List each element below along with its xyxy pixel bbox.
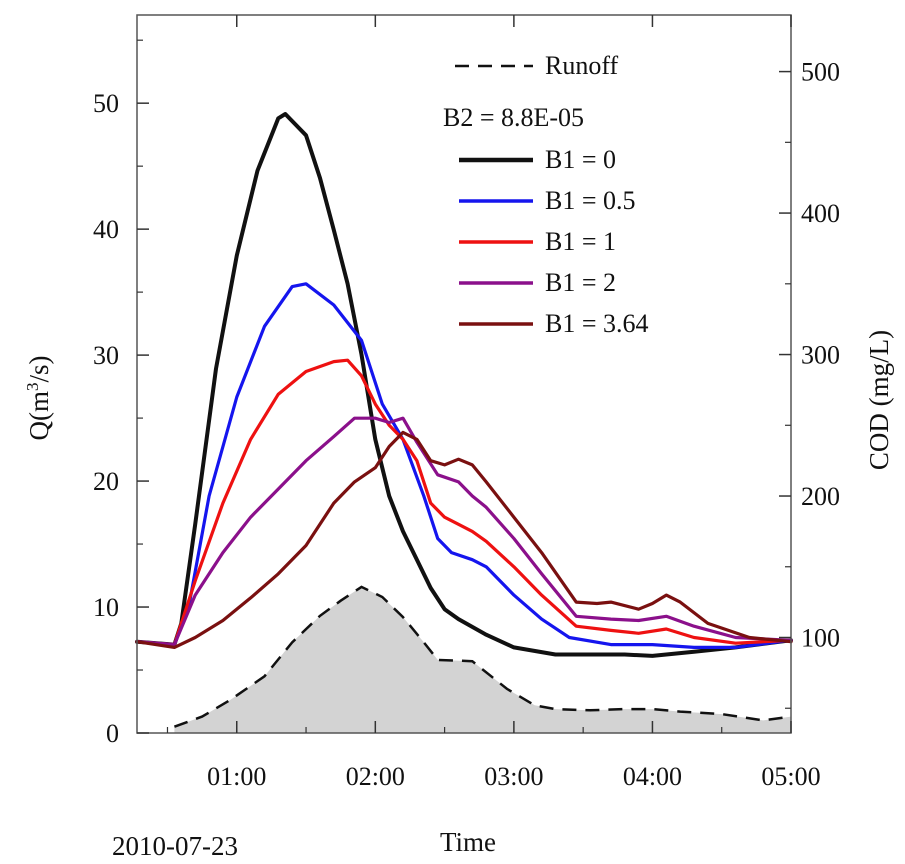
legend: Runoff B2 = 8.8E-05 B1 = 0 B1 = 0.5 B1 = 1 B1… xyxy=(443,51,649,338)
series-line-4 xyxy=(135,416,793,647)
legend-runoff-label: Runoff xyxy=(545,51,619,80)
x-date-label: 2010-07-23 xyxy=(112,831,238,861)
y-axis-left-title: Q(m3/s) xyxy=(23,356,54,441)
x-tick-label: 04:00 xyxy=(623,762,682,791)
y-right-tick-label: 400 xyxy=(801,199,840,228)
x-tick-label: 02:00 xyxy=(346,762,405,791)
legend-subtitle: B2 = 8.8E-05 xyxy=(443,103,584,132)
x-tick-label: 01:00 xyxy=(207,762,266,791)
y-left-tick-label: 10 xyxy=(93,593,119,622)
series-line-2 xyxy=(135,282,793,649)
series-line-3 xyxy=(135,358,793,647)
y-left-tick-label: 30 xyxy=(93,341,119,370)
plot-frame xyxy=(136,14,792,734)
y-left-tick-label: 50 xyxy=(93,89,119,118)
legend-label-3: B1 = 1 xyxy=(545,227,616,256)
series-line-1 xyxy=(135,112,793,658)
series-layer xyxy=(135,112,793,658)
axes-layer: 01:00 02:00 03:00 04:00 05:00 0 10 20 30 40 50 100 2… xyxy=(93,14,840,791)
runoff-area xyxy=(174,586,791,733)
legend-label-2: B1 = 0.5 xyxy=(545,186,636,215)
y-right-tick-label: 500 xyxy=(801,58,840,87)
legend-label-5: B1 = 3.64 xyxy=(545,309,649,338)
legend-label-1: B1 = 0 xyxy=(545,145,616,174)
runoff-line xyxy=(173,585,792,728)
series-line-5 xyxy=(135,430,793,649)
runoff-layer xyxy=(173,585,792,733)
legend-label-4: B1 = 2 xyxy=(545,268,616,297)
y-left-tick-label: 0 xyxy=(106,719,119,748)
y-right-tick-label: 300 xyxy=(801,341,840,370)
x-axis-title: Time xyxy=(440,827,496,857)
x-tick-label: 05:00 xyxy=(761,762,820,791)
y-axis-right-title: COD (mg/L) xyxy=(864,330,894,470)
y-left-tick-label: 20 xyxy=(93,467,119,496)
y-right-tick-label: 100 xyxy=(801,624,840,653)
y-right-tick-label: 200 xyxy=(801,482,840,511)
x-tick-label: 03:00 xyxy=(484,762,543,791)
y-left-tick-label: 40 xyxy=(93,215,119,244)
